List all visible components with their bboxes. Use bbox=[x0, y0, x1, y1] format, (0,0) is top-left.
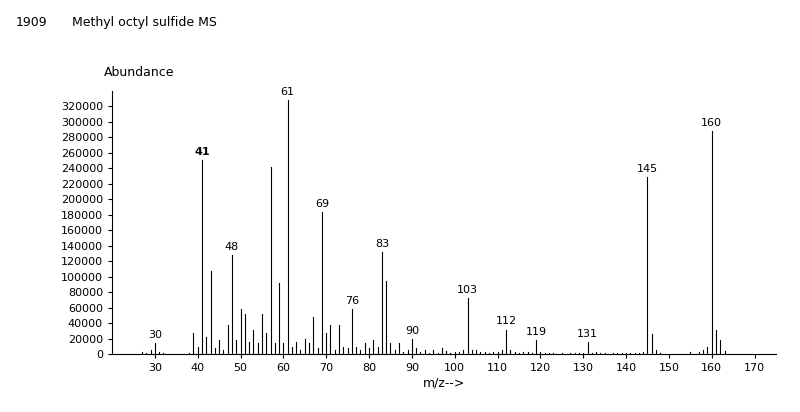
Text: 119: 119 bbox=[526, 327, 546, 337]
Text: 69: 69 bbox=[315, 199, 329, 209]
Text: 76: 76 bbox=[345, 296, 359, 306]
Text: Methyl octyl sulfide MS: Methyl octyl sulfide MS bbox=[72, 16, 217, 30]
Text: 103: 103 bbox=[457, 286, 478, 295]
Text: 160: 160 bbox=[702, 118, 722, 128]
Text: 48: 48 bbox=[225, 242, 239, 252]
Text: 145: 145 bbox=[637, 164, 658, 174]
Text: 83: 83 bbox=[375, 239, 389, 249]
Text: 90: 90 bbox=[405, 326, 419, 336]
Text: 131: 131 bbox=[577, 329, 598, 339]
Text: 30: 30 bbox=[148, 330, 162, 340]
Text: 61: 61 bbox=[281, 87, 294, 97]
Text: 1909: 1909 bbox=[16, 16, 48, 30]
Text: 112: 112 bbox=[495, 316, 517, 326]
Text: Abundance: Abundance bbox=[104, 66, 174, 79]
X-axis label: m/z-->: m/z--> bbox=[423, 376, 465, 389]
Text: 41: 41 bbox=[194, 147, 210, 157]
